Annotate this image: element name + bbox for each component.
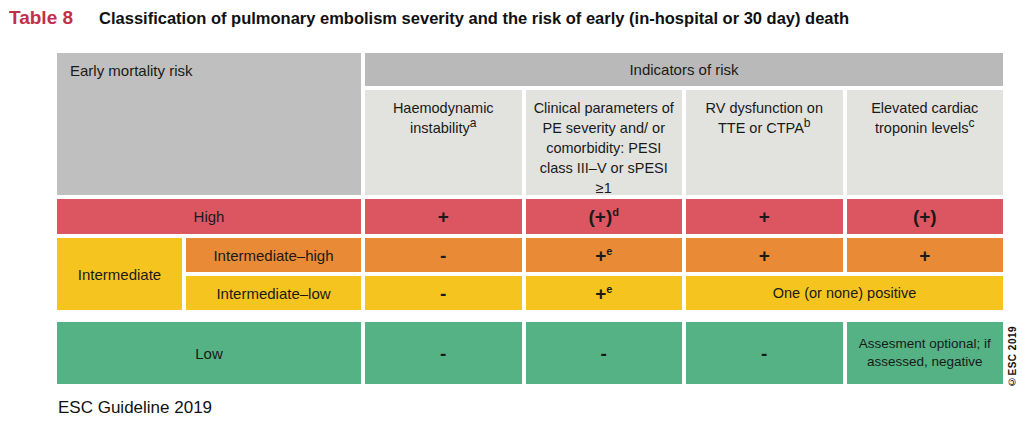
- footnote-marker-c: c: [968, 116, 974, 130]
- cell-intermediate-low-one-or-none-positive: One (or none) positive: [686, 276, 1003, 310]
- corner-header-early-mortality-risk: Early mortality risk: [57, 53, 361, 195]
- footnote-marker-e: e: [606, 282, 612, 294]
- column-header-text: Elevated cardiac troponin levels: [871, 100, 978, 136]
- footnote-marker-b: b: [804, 116, 811, 130]
- column-header-rv-dysfunction: RV dysfunction on TTE or CTPAb: [686, 90, 843, 195]
- table-title: Table 8 Classification of pulmonary embol…: [9, 7, 849, 29]
- row-label-low: Low: [57, 322, 361, 384]
- cell-low-haemodynamic: -: [365, 322, 522, 384]
- esc-copyright-watermark: ©ESC 2019: [1004, 322, 1020, 390]
- row-label-intermediate-high: Intermediate–high: [186, 238, 361, 272]
- column-header-haemodynamic-instability: Haemodynamic instabilitya: [365, 90, 522, 195]
- column-header-clinical-parameters: Clinical parameters of PE severity and/ …: [526, 90, 683, 195]
- footnote-marker-e: e: [606, 244, 612, 256]
- risk-classification-table: Early mortality risk Indicators of risk …: [57, 53, 1003, 384]
- cell-high-rv-dysfunction: +: [686, 199, 843, 234]
- cell-high-clinical: (+)d: [526, 199, 683, 234]
- column-header-text: Clinical parameters of PE severity and/ …: [534, 100, 674, 196]
- column-header-text: Haemodynamic instability: [393, 100, 494, 136]
- table-caption: Classification of pulmonary embolism sev…: [99, 9, 849, 27]
- indicators-of-risk-banner: Indicators of risk: [365, 53, 1003, 86]
- cell-intermediate-low-haemodynamic: -: [365, 276, 522, 310]
- row-label-intermediate-low: Intermediate–low: [186, 276, 361, 310]
- footnote-marker-a: a: [470, 116, 477, 130]
- column-header-cardiac-troponin: Elevated cardiac troponin levelsc: [847, 90, 1004, 195]
- cell-intermediate-high-rv-dysfunction: +: [686, 238, 843, 272]
- row-label-intermediate: Intermediate: [57, 238, 182, 310]
- cell-low-clinical: -: [526, 322, 683, 384]
- cell-high-troponin: (+): [847, 199, 1004, 234]
- cell-high-haemodynamic: +: [365, 199, 522, 234]
- footer-source-label: ESC Guideline 2019: [58, 398, 212, 418]
- cell-intermediate-high-clinical: +e: [526, 238, 683, 272]
- cell-low-rv-dysfunction: -: [686, 322, 843, 384]
- cell-intermediate-high-troponin: +: [847, 238, 1004, 272]
- cell-intermediate-high-haemodynamic: -: [365, 238, 522, 272]
- row-label-high: High: [57, 199, 361, 234]
- cell-low-assessment-optional: Assesment optional; if assessed, negativ…: [847, 322, 1004, 384]
- footnote-marker-d: d: [612, 206, 619, 218]
- table-number: Table 8: [9, 7, 73, 28]
- cell-intermediate-low-clinical: +e: [526, 276, 683, 310]
